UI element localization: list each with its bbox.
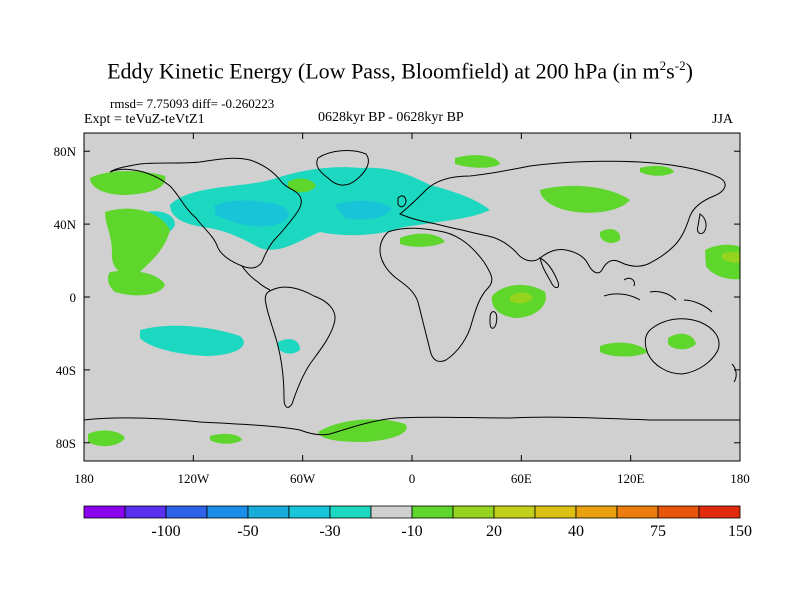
coastline-australia [644,318,720,375]
positive-anomaly-east-pacific [107,270,165,296]
negative-anomaly-south-pacific [140,325,244,356]
colorbar-swatch [657,505,700,519]
negative-anomaly-north-atlantic [170,167,490,250]
colorbar-swatch [575,505,618,519]
colorbar: -100 -50 -30 -10 20 40 75 150 [83,505,752,540]
coastline-maritime-asia [603,277,713,313]
positive-anomaly-south-atlantic [210,433,242,444]
experiment-label: Expt = teVuZ-teVtZ1 [84,112,205,127]
lon-tick-label: 0 [409,471,416,486]
colorbar-swatch [83,505,126,519]
lon-tick-label: 60W [290,471,316,486]
positive-anomaly-north-atlantic-east [400,233,445,247]
coastline-india [539,257,559,289]
coastline-south-america [264,286,336,408]
lon-tick-label: 180 [730,471,750,486]
lat-tick-label: 40N [54,217,77,232]
lat-tick-label: 0 [70,290,77,305]
coastline-madagascar [489,311,498,329]
lon-tick-label: 60E [511,471,532,486]
coastline-north-america [109,157,302,269]
positive-anomaly-alaska [90,171,166,195]
colorbar-swatch [124,505,167,519]
positive-anomaly-north-pacific [105,208,170,275]
anomaly-fields [88,155,740,447]
coastline-uk [397,195,407,208]
colorbar-label: -50 [237,523,258,540]
period-label: 0628kyr BP - 0628kyr BP [318,110,464,125]
positive-anomaly-tibet [600,229,621,243]
colorbar-swatch [247,505,290,519]
negative-anomaly-core [215,200,289,227]
colorbar-swatch [534,505,577,519]
coastline-central-america [241,265,271,291]
latitude-axis: 80N 40N 0 40S 80S [54,144,740,451]
lat-tick-label: 80N [54,144,77,159]
colorbar-label: -100 [151,523,180,540]
positive-anomaly-indian-ocean-core [510,292,533,304]
lat-tick-label: 40S [56,363,76,378]
chart-title: Eddy Kinetic Energy (Low Pass, Bloomfiel… [107,58,693,84]
lon-tick-label: 120E [617,471,645,486]
coastlines [84,150,740,436]
stats-label: rmsd= 7.75093 diff= -0.260223 [110,96,275,111]
positive-anomaly-australia [668,333,696,350]
coastline-antarctica [84,416,740,436]
positive-anomaly-central-asia [540,185,630,213]
colorbar-swatch [698,505,741,519]
colorbar-swatch [288,505,331,519]
colorbar-label: -10 [401,523,422,540]
colorbar-swatch [616,505,659,519]
colorbar-swatch [411,505,454,519]
colorbar-label: 150 [728,523,752,540]
coastline-new-zealand [731,363,737,383]
colorbar-swatch [370,505,413,519]
colorbar-swatch [329,505,372,519]
lon-tick-label: 120W [177,471,210,486]
coastline-africa [379,227,493,363]
negative-anomaly-core-2 [335,200,392,220]
longitude-axis: 180 120W 60W 0 60E 120E 180 [74,133,750,486]
coastline-greenland [316,150,369,186]
positive-anomaly-south-indian [600,342,648,357]
lat-tick-label: 80S [56,436,76,451]
positive-anomaly-west-pacific-core [722,251,740,263]
positive-anomaly-arctic [455,155,500,168]
coastline-eurasia [399,160,726,274]
colorbar-label: 40 [568,523,584,540]
positive-anomaly-hudson [288,178,316,193]
colorbar-label: 75 [650,523,666,540]
colorbar-swatch [165,505,208,519]
colorbar-swatch [452,505,495,519]
lon-tick-label: 180 [74,471,94,486]
positive-anomaly-southern-pacific [88,430,125,447]
season-label: JJA [712,112,734,127]
negative-anomaly-south-america [278,339,300,354]
colorbar-label: 20 [486,523,502,540]
colorbar-swatch [206,505,249,519]
positive-anomaly-siberia [640,165,674,176]
colorbar-swatch [493,505,536,519]
positive-anomaly-southern-ocean [318,419,407,442]
coastline-japan [697,213,707,235]
colorbar-label: -30 [319,523,340,540]
